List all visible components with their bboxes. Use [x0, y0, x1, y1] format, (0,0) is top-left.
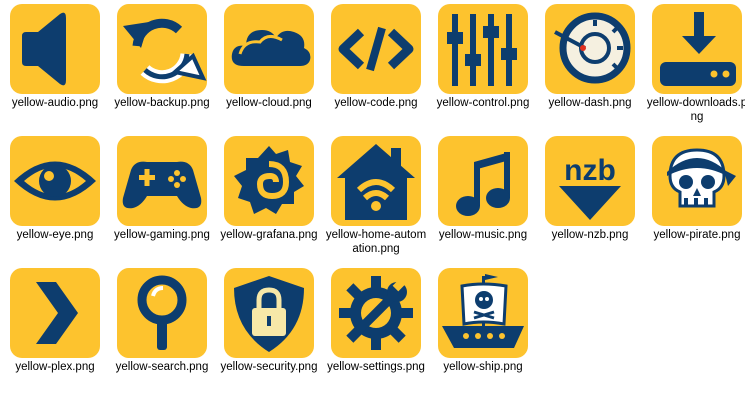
- file-item[interactable]: yellow-security.png: [216, 264, 322, 394]
- file-name-label: yellow-security.png: [220, 361, 318, 373]
- file-name-label: yellow-settings.png: [327, 361, 425, 373]
- speaker-icon: [10, 4, 100, 94]
- file-item[interactable]: yellow-eye.png: [2, 132, 108, 262]
- file-name-label: yellow-control.png: [436, 97, 530, 109]
- file-item[interactable]: nzb yellow-nzb.png: [537, 132, 643, 262]
- file-name-label: yellow-plex.png: [15, 361, 95, 373]
- file-name-label: yellow-ship.png: [443, 361, 523, 373]
- file-name-label: yellow-eye.png: [16, 229, 94, 241]
- file-item[interactable]: yellow-audio.png: [2, 0, 108, 130]
- file-name-label: yellow-music.png: [438, 229, 528, 241]
- nzb-icon: nzb: [545, 136, 635, 226]
- file-item[interactable]: yellow-settings.png: [323, 264, 429, 394]
- file-item[interactable]: yellow-backup.png: [109, 0, 215, 130]
- file-name-label: yellow-code.png: [334, 97, 418, 109]
- file-name-label: yellow-search.png: [115, 361, 209, 373]
- file-name-label: yellow-gaming.png: [114, 229, 210, 241]
- file-item[interactable]: yellow-music.png: [430, 132, 536, 262]
- file-item[interactable]: yellow-pirate.png: [644, 132, 745, 262]
- shield-lock-icon: [224, 268, 314, 358]
- sync-icon: [117, 4, 207, 94]
- file-name-label: yellow-nzb.png: [551, 229, 629, 241]
- svg-text:nzb: nzb: [564, 154, 616, 187]
- plex-chevron-icon: [10, 268, 100, 358]
- file-name-label: yellow-pirate.png: [653, 229, 741, 241]
- gear-wrench-icon: [331, 268, 421, 358]
- sliders-icon: [438, 4, 528, 94]
- pirate-ship-icon: [438, 268, 528, 358]
- eye-icon: [10, 136, 100, 226]
- file-item[interactable]: yellow-gaming.png: [109, 132, 215, 262]
- file-name-label: yellow-home-automation.png: [325, 229, 427, 255]
- gamepad-icon: [117, 136, 207, 226]
- file-name-label: yellow-cloud.png: [226, 97, 312, 109]
- cloud-icon: [224, 4, 314, 94]
- pirate-skull-icon: [652, 136, 742, 226]
- file-name-label: yellow-audio.png: [11, 97, 99, 109]
- home-wifi-icon: [331, 136, 421, 226]
- file-item[interactable]: yellow-plex.png: [2, 264, 108, 394]
- file-item[interactable]: yellow-ship.png: [430, 264, 536, 394]
- file-item[interactable]: yellow-downloads.png: [644, 0, 745, 130]
- file-name-label: yellow-grafana.png: [220, 229, 318, 241]
- file-item[interactable]: yellow-cloud.png: [216, 0, 322, 130]
- grafana-icon: [224, 136, 314, 226]
- file-item[interactable]: yellow-code.png: [323, 0, 429, 130]
- file-item[interactable]: yellow-control.png: [430, 0, 536, 130]
- music-note-icon: [438, 136, 528, 226]
- file-name-label: yellow-downloads.png: [646, 97, 745, 123]
- gauge-icon: [545, 4, 635, 94]
- file-item[interactable]: yellow-search.png: [109, 264, 215, 394]
- file-item[interactable]: yellow-home-automation.png: [323, 132, 429, 262]
- magnifier-icon: [117, 268, 207, 358]
- file-name-label: yellow-dash.png: [548, 97, 632, 109]
- file-item[interactable]: yellow-dash.png: [537, 0, 643, 130]
- file-item[interactable]: yellow-grafana.png: [216, 132, 322, 262]
- download-icon: [652, 4, 742, 94]
- file-name-label: yellow-backup.png: [114, 97, 210, 109]
- code-icon: [331, 4, 421, 94]
